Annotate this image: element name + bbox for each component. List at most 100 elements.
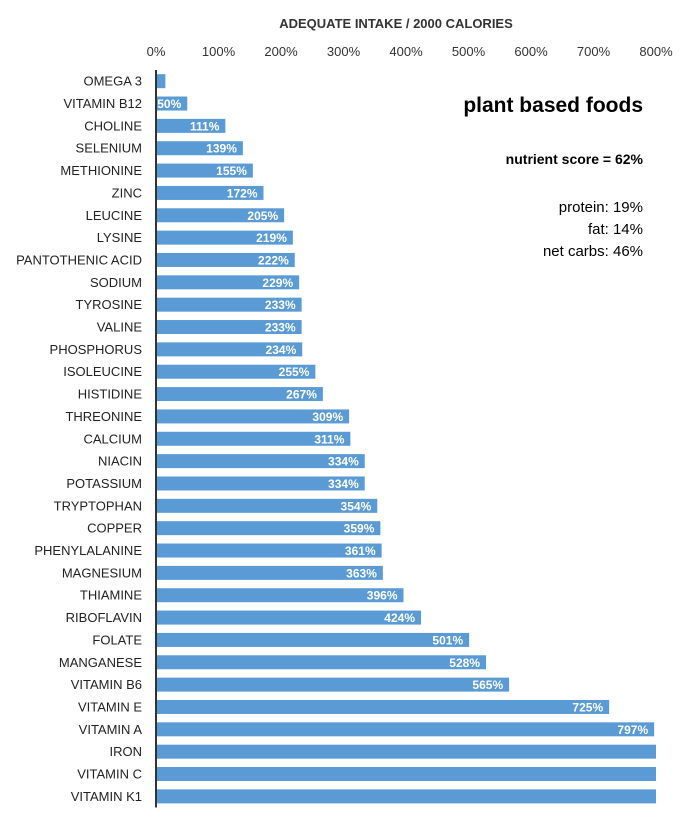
data-label: 334% (328, 455, 359, 469)
data-label: 233% (265, 321, 296, 335)
bar (156, 96, 188, 111)
macro-protein: protein: 19% (558, 199, 643, 216)
bar (156, 118, 226, 133)
category-label: FOLATE (92, 632, 142, 647)
bars (156, 74, 656, 804)
data-label: 361% (345, 544, 376, 558)
x-tick-label: 600% (514, 44, 548, 59)
category-label: MANGANESE (59, 655, 142, 670)
data-label: 334% (328, 477, 359, 491)
bar (156, 297, 302, 312)
bar (156, 588, 404, 603)
data-labels: 50% 111% 139% 155% 172% 205% 219% 222% 229% 233% 2… (157, 97, 648, 737)
category-label: VITAMIN B6 (71, 677, 142, 692)
data-label: 359% (344, 522, 375, 536)
category-label: TYROSINE (76, 297, 143, 312)
category-label: LYSINE (97, 230, 143, 245)
category-label: SODIUM (90, 275, 142, 290)
bar (156, 409, 350, 424)
category-label: PANTOTHENIC ACID (16, 252, 142, 267)
category-label: RIBOFLAVIN (66, 610, 142, 625)
bar (156, 610, 421, 625)
category-label: CALCIUM (83, 431, 142, 446)
category-label: ISOLEUCINE (63, 364, 142, 379)
x-tick-label: 100% (202, 44, 236, 59)
macro-fat: fat: 14% (587, 221, 643, 238)
bar (156, 185, 264, 200)
category-label: THIAMINE (80, 588, 142, 603)
data-label: 267% (286, 388, 317, 402)
data-label: 111% (190, 119, 220, 133)
category-labels: OMEGA 3 VITAMIN B12 CHOLINE SELENIUM METHION… (16, 74, 142, 804)
category-label: SELENIUM (76, 141, 142, 156)
x-tick-label: 500% (452, 44, 486, 59)
category-label: COPPER (87, 521, 142, 536)
data-label: 139% (206, 142, 237, 156)
category-label: VALINE (97, 320, 143, 335)
category-label: CHOLINE (84, 118, 142, 133)
x-tick-label: 700% (577, 44, 611, 59)
bar (156, 74, 166, 89)
bar (156, 163, 253, 178)
category-label: PHENYLALANINE (34, 543, 142, 558)
data-label: 354% (341, 499, 372, 513)
macro-net-carbs: net carbs: 46% (542, 243, 643, 260)
bar (156, 789, 656, 804)
chart-title: ADEQUATE INTAKE / 2000 CALORIES (279, 16, 513, 31)
category-label: POTASSIUM (66, 476, 142, 491)
category-label: VITAMIN A (79, 722, 143, 737)
bar (156, 141, 243, 156)
data-label: 528% (449, 656, 480, 670)
category-label: PHOSPHORUS (50, 342, 143, 357)
bar (156, 543, 382, 558)
category-label: ZINC (112, 185, 142, 200)
data-label: 565% (472, 678, 503, 692)
category-label: METHIONINE (60, 163, 142, 178)
category-label: VITAMIN B12 (63, 96, 142, 111)
data-label: 222% (258, 253, 289, 267)
data-label: 309% (312, 410, 343, 424)
data-label: 311% (314, 432, 344, 446)
category-label: LEUCINE (86, 208, 143, 223)
bar (156, 320, 302, 335)
bar (156, 230, 293, 245)
bar (156, 252, 295, 267)
data-label: 205% (247, 209, 278, 223)
bar (156, 208, 285, 223)
category-label: IRON (110, 744, 143, 759)
bar (156, 632, 470, 647)
bar (156, 364, 316, 379)
bar (156, 677, 510, 692)
data-label: 234% (266, 343, 297, 357)
x-tick-label: 400% (389, 44, 423, 59)
annotation-title: plant based foods (463, 94, 643, 117)
category-label: HISTIDINE (78, 387, 143, 402)
bar (156, 655, 486, 670)
category-label: VITAMIN C (77, 767, 142, 782)
bar (156, 565, 383, 580)
bar (156, 521, 381, 536)
bar (156, 454, 365, 469)
x-tick-label: 0% (147, 44, 166, 59)
bar (156, 275, 300, 290)
data-label: 219% (256, 231, 287, 245)
category-label: TRYPTOPHAN (54, 498, 142, 513)
category-label: MAGNESIUM (62, 565, 142, 580)
nutrient-score: nutrient score = 62% (505, 151, 643, 167)
x-tick-label: 300% (327, 44, 361, 59)
bar (156, 498, 378, 513)
category-label: THREONINE (65, 409, 142, 424)
bar (156, 431, 351, 446)
bar (156, 767, 656, 782)
x-tick-label: 200% (264, 44, 298, 59)
category-label: NIACIN (98, 454, 142, 469)
data-label: 797% (617, 723, 648, 737)
data-label: 233% (265, 298, 296, 312)
macros-block: protein: 19% fat: 14% net carbs: 46% (543, 197, 643, 263)
data-label: 424% (384, 611, 415, 625)
data-label: 50% (157, 97, 181, 111)
data-label: 725% (572, 700, 603, 714)
bar (156, 387, 323, 402)
data-label: 229% (262, 276, 293, 290)
